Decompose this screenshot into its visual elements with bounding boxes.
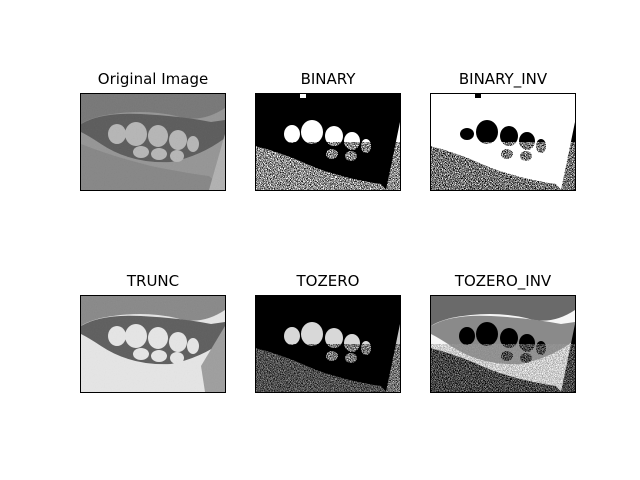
teeth-photo-original [81, 94, 225, 190]
panel-title: TOZERO [296, 272, 360, 290]
teeth-photo-tozero [256, 296, 400, 392]
teeth-photo-binary [256, 94, 400, 190]
image-original [80, 93, 226, 191]
image-trunc [80, 295, 226, 393]
image-tozero [255, 295, 401, 393]
panel-title: BINARY_INV [458, 70, 548, 88]
image-binary-inv [430, 93, 576, 191]
teeth-photo-trunc [81, 296, 225, 392]
panel-title: TRUNC [126, 272, 180, 290]
image-binary [255, 93, 401, 191]
image-tozero-inv [430, 295, 576, 393]
teeth-photo-tozero-inv [431, 296, 575, 392]
panel-title: Original Image [97, 70, 209, 88]
panel-title: BINARY [300, 70, 356, 88]
teeth-photo-binary-inv [431, 94, 575, 190]
panel-title: TOZERO_INV [454, 272, 552, 290]
